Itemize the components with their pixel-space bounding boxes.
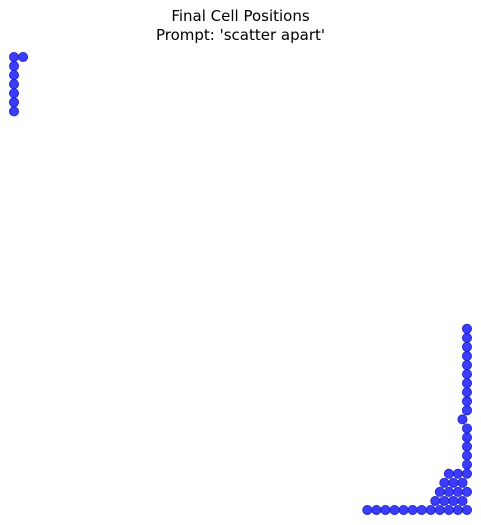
cell-point-15 — [425, 504, 436, 515]
cell-point-25 — [443, 486, 454, 497]
cell-point-21 — [439, 495, 450, 506]
cell-point-22 — [448, 495, 459, 506]
cell-point-14 — [416, 504, 427, 515]
cell-point-23 — [457, 495, 468, 506]
cell-point-36 — [461, 441, 472, 452]
cell-point-6 — [8, 97, 19, 108]
cell-point-20 — [430, 495, 441, 506]
cell-point-35 — [461, 450, 472, 461]
cell-point-29 — [448, 477, 459, 488]
cell-point-48 — [461, 332, 472, 343]
cell-point-7 — [8, 106, 19, 117]
cell-point-31 — [443, 468, 454, 479]
chart-title: Final Cell Positions — [171, 7, 310, 25]
cell-point-49 — [461, 323, 472, 334]
cell-point-33 — [461, 468, 472, 479]
cell-point-41 — [461, 396, 472, 407]
cell-point-45 — [461, 360, 472, 371]
cell-point-1 — [18, 52, 29, 63]
cell-point-18 — [452, 504, 463, 515]
cell-point-8 — [362, 504, 373, 515]
cell-point-9 — [371, 504, 382, 515]
cell-point-17 — [443, 504, 454, 515]
cell-point-27 — [461, 486, 472, 497]
cell-point-37 — [461, 432, 472, 443]
cell-point-4 — [8, 79, 19, 90]
cell-point-0 — [8, 52, 19, 63]
cell-point-19 — [461, 504, 472, 515]
cell-point-32 — [452, 468, 463, 479]
cell-point-11 — [389, 504, 400, 515]
cell-point-30 — [457, 477, 468, 488]
cell-point-38 — [461, 423, 472, 434]
cell-point-24 — [434, 486, 445, 497]
cell-point-10 — [380, 504, 391, 515]
cell-point-3 — [8, 70, 19, 81]
cell-point-34 — [461, 459, 472, 470]
cell-point-28 — [439, 477, 450, 488]
cell-point-5 — [8, 88, 19, 99]
cell-point-42 — [461, 387, 472, 398]
cell-point-40 — [461, 405, 472, 416]
cell-point-47 — [461, 341, 472, 352]
data-points-layer — [8, 52, 472, 515]
cell-point-13 — [407, 504, 418, 515]
chart-subtitle: Prompt: 'scatter apart' — [155, 26, 325, 44]
cell-point-16 — [434, 504, 445, 515]
cell-point-2 — [8, 61, 19, 72]
cell-point-26 — [452, 486, 463, 497]
cell-point-46 — [461, 350, 472, 361]
cell-point-43 — [461, 378, 472, 389]
cell-point-12 — [398, 504, 409, 515]
cell-point-44 — [461, 369, 472, 380]
cell-point-39 — [457, 414, 468, 425]
